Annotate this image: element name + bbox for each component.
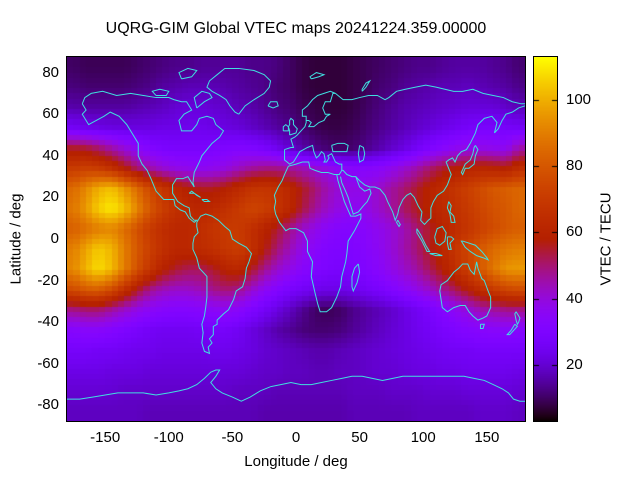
colorbar-tick-label: 100 (566, 91, 592, 109)
x-tick-label: 50 (351, 429, 368, 446)
y-tick-label: -60 (37, 354, 59, 372)
colorbar-tick-label: 40 (566, 289, 583, 307)
x-tick-label: 0 (291, 429, 301, 446)
coastline-path (152, 89, 169, 95)
coastline-path (202, 199, 210, 201)
colorbar-tick-label: 80 (566, 157, 583, 175)
coastline-path (447, 202, 455, 223)
x-tick-label: -100 (153, 429, 184, 446)
coastline-path (335, 85, 525, 104)
coastline-path (440, 262, 491, 320)
colorbar-tick-label: 60 (566, 223, 583, 241)
coastline-path (430, 254, 443, 256)
coastline-path (67, 370, 525, 401)
coastline-path (447, 237, 453, 249)
coastlines-overlay (67, 57, 525, 421)
coastline-path (480, 324, 484, 328)
coastline-path (342, 106, 525, 225)
coastline-path (362, 81, 370, 91)
coastline-path (332, 143, 349, 151)
y-tick-label: 0 (50, 230, 59, 247)
coastline-path (194, 91, 212, 108)
coastline-path (358, 145, 364, 162)
y-tick-label: 60 (42, 105, 59, 123)
colorbar (533, 56, 558, 422)
coastline-path (435, 227, 446, 246)
coastline-path (285, 145, 342, 174)
coastline-path (82, 91, 223, 222)
y-tick-label: -40 (37, 313, 59, 331)
coastline-path (341, 177, 372, 214)
coastline-path (461, 241, 488, 260)
y-tick-label: -80 (37, 396, 59, 414)
y-tick-label: 20 (42, 188, 59, 206)
coastline-path (417, 229, 430, 252)
coastline-path (274, 162, 361, 312)
coastline-path (310, 73, 324, 79)
coastline-path (288, 118, 297, 135)
coastline-path (515, 312, 520, 324)
coastline-path (397, 220, 401, 226)
y-tick-label: 80 (42, 63, 59, 81)
vtec-heatmap (67, 57, 525, 421)
coastline-path (268, 102, 278, 108)
x-tick-label: 100 (410, 429, 436, 446)
x-tick-label: -150 (90, 429, 121, 446)
coastline-path (302, 91, 335, 126)
x-tick-label: 150 (474, 429, 500, 446)
colorbar-tick-label: 20 (566, 355, 583, 373)
x-tick-label: -50 (221, 429, 244, 446)
map-plot-area (66, 56, 526, 422)
coastline-path (352, 264, 360, 291)
coastline-path (207, 68, 271, 114)
coastline-path (189, 191, 200, 197)
coastline-path (507, 324, 517, 334)
coastline-path (461, 145, 478, 174)
y-tick-label: 40 (42, 146, 59, 164)
coastline-path (179, 68, 197, 78)
chart-title: UQRG-GIM Global VTEC maps 20241224.359.0… (105, 20, 487, 37)
coastline-path (193, 214, 252, 353)
y-tick-label: -20 (37, 271, 59, 289)
coastline-path (283, 125, 288, 131)
x-axis-label: Longitude / deg (244, 453, 348, 470)
coastline-path (285, 120, 307, 149)
